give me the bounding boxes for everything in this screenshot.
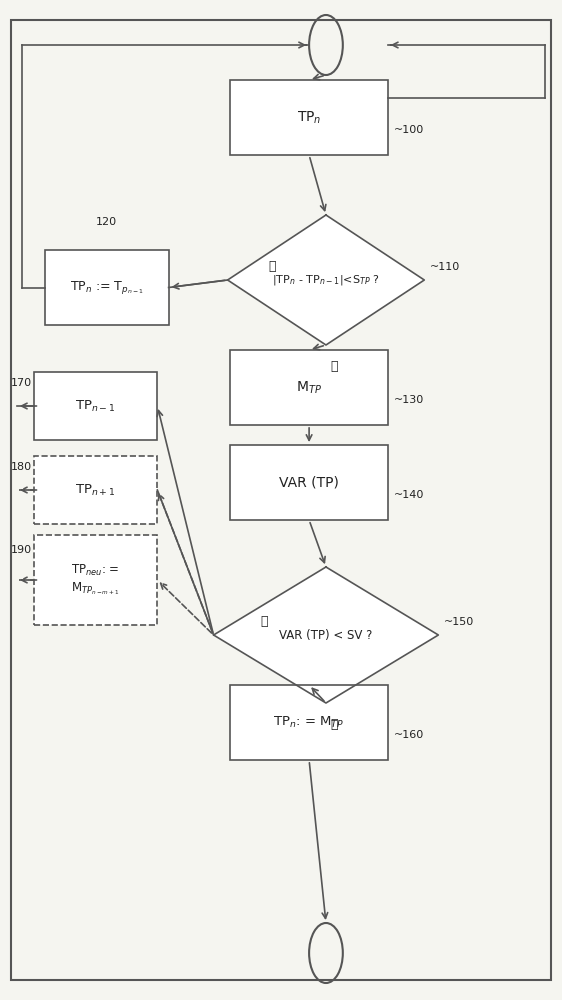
FancyBboxPatch shape [34, 535, 157, 625]
FancyBboxPatch shape [230, 445, 388, 520]
Text: ~100: ~100 [393, 125, 424, 135]
Text: 190: 190 [11, 545, 33, 555]
Text: ~130: ~130 [393, 395, 424, 405]
FancyBboxPatch shape [34, 456, 157, 524]
Text: TP$_{neu}$: =
M$_{TP_{n-m+1}}$: TP$_{neu}$: = M$_{TP_{n-m+1}}$ [71, 563, 120, 597]
Text: M$_{TP}$: M$_{TP}$ [296, 379, 322, 396]
Text: VAR (TP) < SV ?: VAR (TP) < SV ? [279, 629, 373, 642]
Text: ~150: ~150 [444, 617, 474, 627]
Polygon shape [228, 215, 424, 345]
FancyBboxPatch shape [34, 372, 157, 440]
Text: 180: 180 [11, 462, 33, 472]
FancyBboxPatch shape [230, 80, 388, 155]
Text: TP$_n$: = M$_{TP}$: TP$_n$: = M$_{TP}$ [274, 715, 345, 730]
FancyBboxPatch shape [230, 350, 388, 425]
FancyBboxPatch shape [230, 685, 388, 760]
Text: ~140: ~140 [393, 490, 424, 500]
Text: VAR (TP): VAR (TP) [279, 476, 339, 489]
FancyBboxPatch shape [45, 250, 169, 325]
Text: |TP$_n$ - TP$_{n-1}$|<S$_{TP}$ ?: |TP$_n$ - TP$_{n-1}$|<S$_{TP}$ ? [272, 273, 380, 287]
Text: 否: 否 [260, 615, 268, 628]
Text: 170: 170 [11, 378, 33, 388]
Text: 是: 是 [268, 260, 275, 273]
Polygon shape [214, 567, 438, 703]
Text: TP$_n$: TP$_n$ [297, 109, 321, 126]
Text: ~110: ~110 [430, 262, 460, 272]
Text: TP$_n$ := T$_{p_{n-1}}$: TP$_n$ := T$_{p_{n-1}}$ [70, 279, 144, 296]
Text: 是: 是 [330, 718, 338, 731]
Text: ~160: ~160 [393, 730, 424, 740]
Text: TP$_{n-1}$: TP$_{n-1}$ [75, 398, 116, 414]
Text: 否: 否 [330, 360, 338, 373]
Text: TP$_{n+1}$: TP$_{n+1}$ [75, 482, 116, 498]
Text: 120: 120 [96, 217, 117, 227]
